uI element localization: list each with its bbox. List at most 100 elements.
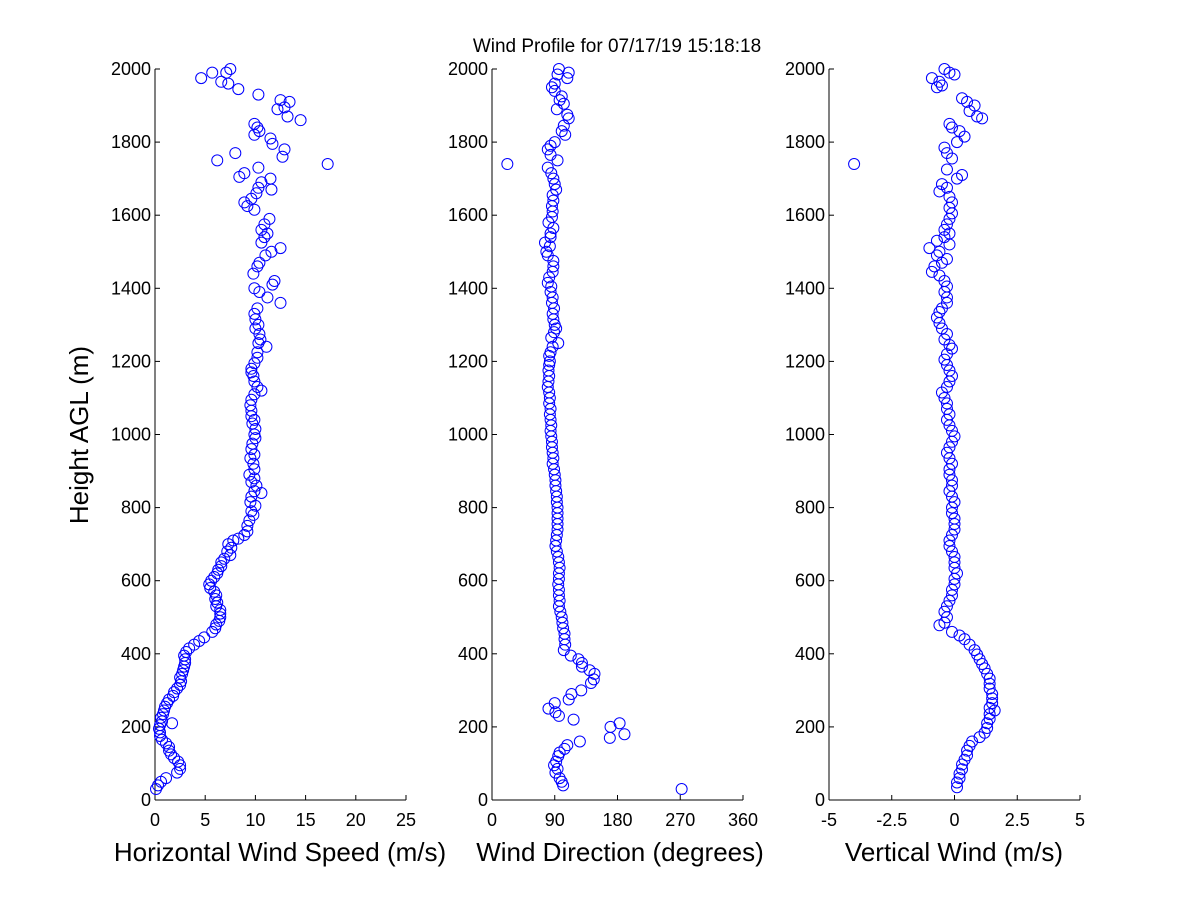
data-point bbox=[204, 582, 217, 595]
data-point bbox=[938, 141, 951, 154]
data-point bbox=[171, 682, 184, 695]
data-point bbox=[274, 94, 287, 107]
data-point bbox=[948, 518, 961, 531]
data-point bbox=[543, 355, 556, 368]
data-point bbox=[547, 260, 560, 273]
data-point bbox=[171, 766, 184, 779]
data-point bbox=[930, 234, 943, 247]
data-point bbox=[321, 158, 334, 171]
data-point bbox=[943, 212, 956, 225]
y-tick-label: 1200 bbox=[785, 351, 825, 371]
data-point bbox=[255, 384, 268, 397]
data-point bbox=[546, 205, 559, 218]
data-point bbox=[549, 539, 562, 552]
data-point bbox=[232, 532, 245, 545]
data-point bbox=[978, 662, 991, 675]
data-point bbox=[948, 578, 961, 591]
x-tick-label: 20 bbox=[346, 810, 366, 830]
data-point bbox=[247, 457, 260, 470]
data-point bbox=[178, 660, 191, 673]
data-point bbox=[951, 172, 964, 185]
data-point bbox=[165, 748, 178, 761]
data-point bbox=[278, 101, 291, 114]
y-tick-label: 800 bbox=[795, 498, 825, 518]
data-point bbox=[543, 271, 556, 284]
x-tick-label: 90 bbox=[545, 810, 565, 830]
data-point bbox=[961, 744, 974, 757]
y-tick-label: 200 bbox=[795, 717, 825, 737]
data-point bbox=[265, 183, 278, 196]
data-point bbox=[940, 611, 953, 624]
data-point bbox=[938, 391, 951, 404]
data-point bbox=[245, 404, 258, 417]
data-point bbox=[587, 673, 600, 686]
data-point bbox=[945, 152, 958, 165]
data-point bbox=[247, 267, 260, 280]
data-point bbox=[943, 463, 956, 476]
data-point bbox=[555, 125, 568, 138]
y-tick-label: 200 bbox=[458, 717, 488, 737]
data-point bbox=[249, 432, 262, 445]
data-point bbox=[168, 751, 181, 764]
data-point bbox=[553, 94, 566, 107]
data-point bbox=[552, 709, 565, 722]
data-point bbox=[575, 656, 588, 669]
y-tick-label: 1000 bbox=[111, 425, 151, 445]
data-point bbox=[252, 337, 265, 350]
data-point bbox=[943, 375, 956, 388]
data-point bbox=[940, 181, 953, 194]
data-point bbox=[214, 607, 227, 620]
x-tick-label: -2.5 bbox=[876, 810, 907, 830]
data-point bbox=[248, 357, 261, 370]
data-point bbox=[943, 485, 956, 498]
data-point bbox=[938, 353, 951, 366]
x-tick-label: 5 bbox=[1075, 810, 1085, 830]
data-point bbox=[948, 556, 961, 569]
data-point bbox=[945, 625, 958, 638]
data-point bbox=[238, 529, 251, 542]
data-point bbox=[550, 103, 563, 116]
x-tick-label: 270 bbox=[665, 810, 695, 830]
data-point bbox=[564, 649, 577, 662]
x-tick-label: 180 bbox=[602, 810, 632, 830]
data-point bbox=[209, 622, 222, 635]
data-point bbox=[933, 75, 946, 88]
y-tick-label: 400 bbox=[795, 644, 825, 664]
data-point bbox=[550, 322, 563, 335]
data-point bbox=[213, 614, 226, 627]
data-point bbox=[274, 296, 287, 309]
data-point bbox=[548, 326, 561, 339]
data-point bbox=[255, 486, 268, 499]
data-point bbox=[260, 340, 273, 353]
data-point bbox=[252, 88, 265, 101]
data-point bbox=[245, 410, 258, 423]
data-point bbox=[281, 110, 294, 123]
data-point bbox=[248, 375, 261, 388]
x-tick-label: 360 bbox=[728, 810, 758, 830]
y-tick-label: 0 bbox=[478, 790, 488, 810]
data-point bbox=[552, 600, 565, 613]
data-point bbox=[160, 737, 173, 750]
data-point bbox=[933, 185, 946, 198]
data-point bbox=[551, 762, 564, 775]
y-tick-label: 2000 bbox=[785, 59, 825, 79]
data-point bbox=[248, 203, 261, 216]
data-point bbox=[930, 81, 943, 94]
data-point bbox=[248, 388, 261, 401]
data-point bbox=[943, 468, 956, 481]
y-tick-label: 800 bbox=[458, 498, 488, 518]
data-point bbox=[266, 278, 279, 291]
data-point bbox=[218, 552, 231, 565]
data-point bbox=[245, 362, 258, 375]
data-point bbox=[174, 762, 187, 775]
data-point bbox=[211, 154, 224, 167]
wind-direction-plot: 0 200 400 600 800 1000 1200 1400 1600 1800 2000 0 90… bbox=[448, 59, 764, 867]
data-point bbox=[940, 446, 953, 459]
data-point bbox=[948, 430, 961, 443]
data-point bbox=[233, 170, 246, 183]
x-tick-label: -5 bbox=[821, 810, 837, 830]
data-point bbox=[238, 196, 251, 209]
data-point bbox=[211, 567, 224, 580]
y-tick-label: 1800 bbox=[785, 132, 825, 152]
